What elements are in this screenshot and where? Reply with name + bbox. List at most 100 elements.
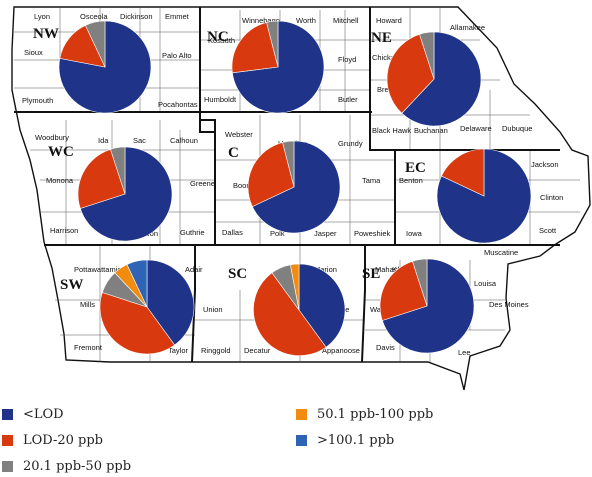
region-label-nw: NW xyxy=(33,26,59,42)
region-label-nc: NC xyxy=(207,29,229,45)
pie-slice xyxy=(110,146,126,195)
region-label-sw: SW xyxy=(60,277,83,293)
legend-label: 50.1 ppb-100 ppb xyxy=(317,407,434,422)
county-label: Winnebago xyxy=(242,16,280,25)
county-label: Fremont xyxy=(74,343,103,352)
county-label: Clinton xyxy=(540,193,563,202)
legend-item-gt-100: >100.1 ppb xyxy=(296,433,394,448)
region-label-wc: WC xyxy=(48,144,74,160)
legend-swatch xyxy=(2,409,13,420)
legend-item-lod: <LOD xyxy=(2,407,64,422)
pie-slice xyxy=(99,292,176,355)
legend-label: LOD-20 ppb xyxy=(23,433,103,448)
pie-slice xyxy=(79,146,173,242)
county-label: Pocahontas xyxy=(158,100,198,109)
pie-slice xyxy=(412,258,428,307)
county-label: Adair xyxy=(185,265,203,274)
county-label: Boone xyxy=(233,181,255,190)
pie-slice xyxy=(253,272,327,356)
legend: <LOD LOD-20 ppb 20.1 ppb-50 ppb 50.1 ppb… xyxy=(0,398,592,477)
county-label: Marion xyxy=(314,265,337,274)
county-label: Delaware xyxy=(460,124,492,133)
county-label: Sioux xyxy=(24,48,43,57)
region-label-ec: EC xyxy=(405,160,426,176)
county-label: Union xyxy=(203,305,223,314)
pie-c xyxy=(247,140,341,234)
pie-nw xyxy=(58,20,152,114)
county-label: Muscatine xyxy=(484,248,518,257)
pie-nc xyxy=(231,20,325,114)
county-label: Polk xyxy=(270,229,285,238)
county-label: Ringgold xyxy=(201,346,231,355)
county-label: Howard xyxy=(376,16,402,25)
county-label: Sac xyxy=(133,136,146,145)
county-label: Scott xyxy=(539,226,557,235)
legend-swatch xyxy=(296,435,307,446)
legend-label: 20.1 ppb-50 ppb xyxy=(23,459,132,474)
legend-item-50-100: 50.1 ppb-100 ppb xyxy=(296,407,433,422)
region-labels: NW NC NE WC C EC SW SC SE xyxy=(33,26,426,293)
county-label: Harrison xyxy=(50,226,78,235)
region-label-c: C xyxy=(228,145,239,161)
county-label: Tama xyxy=(362,176,381,185)
pie-slice xyxy=(126,259,148,308)
county-label: Humboldt xyxy=(204,95,237,104)
county-label: Osceola xyxy=(80,12,108,21)
legend-swatch xyxy=(2,461,13,472)
pie-slice xyxy=(379,260,428,321)
pie-slice xyxy=(386,33,435,114)
pie-wc xyxy=(77,146,173,242)
pie-slice xyxy=(251,140,341,234)
county-label: Grundy xyxy=(338,139,363,148)
legend-item-20-50: 20.1 ppb-50 ppb xyxy=(2,459,131,474)
pie-slice xyxy=(381,258,475,354)
legend-label: <LOD xyxy=(23,407,64,422)
county-label: Decatur xyxy=(244,346,271,355)
pie-sw xyxy=(99,259,195,355)
pie-slice xyxy=(282,140,295,188)
county-label: Mitchell xyxy=(333,16,359,25)
county-labels: Lyon Osceola Dickinson Emmet Sioux Palo … xyxy=(22,12,563,357)
pie-slice xyxy=(231,22,279,74)
region-boundaries xyxy=(14,7,560,363)
county-label: Greene xyxy=(190,179,215,188)
county-label: Chickasaw xyxy=(372,53,409,62)
pie-slice xyxy=(247,142,295,207)
county-label: Buchanan xyxy=(414,126,448,135)
county-label: Iowa xyxy=(406,229,423,238)
county-label: Emmet xyxy=(165,12,190,21)
county-label: Pottawattamie xyxy=(74,265,122,274)
pie-charts xyxy=(58,20,532,356)
county-label: Butler xyxy=(338,95,358,104)
pie-ec xyxy=(436,148,532,244)
county-label: Jackson xyxy=(531,160,559,169)
legend-label: >100.1 ppb xyxy=(317,433,395,448)
county-label: Taylor xyxy=(168,346,189,355)
county-label: Webster xyxy=(225,130,253,139)
county-label: Monona xyxy=(46,176,74,185)
county-label: Des Moines xyxy=(489,300,529,309)
county-label: Plymouth xyxy=(22,96,53,105)
pie-slice xyxy=(419,31,435,80)
county-label: Palo Alto xyxy=(162,51,192,60)
county-label: Jasper xyxy=(314,229,337,238)
county-label: Floyd xyxy=(338,55,356,64)
county-label: Allamakee xyxy=(450,23,485,32)
pie-slice xyxy=(146,259,195,346)
pie-slice xyxy=(441,148,485,197)
county-label: Davis xyxy=(376,343,395,352)
county-label: Dickinson xyxy=(120,12,153,21)
pie-slice xyxy=(77,148,126,209)
legend-swatch xyxy=(296,409,307,420)
county-label: Poweshiek xyxy=(354,229,391,238)
region-label-sc: SC xyxy=(228,266,247,282)
county-label: Dallas xyxy=(222,228,243,237)
county-label: Lyon xyxy=(34,12,50,21)
county-label: Calhoun xyxy=(170,136,198,145)
county-label: Dubuque xyxy=(502,124,532,133)
county-label: Benton xyxy=(399,176,423,185)
legend-item-lod-20: LOD-20 ppb xyxy=(2,433,103,448)
county-label: Mills xyxy=(80,300,95,309)
county-label: Black Hawk xyxy=(372,126,411,135)
county-label: Louisa xyxy=(474,279,497,288)
